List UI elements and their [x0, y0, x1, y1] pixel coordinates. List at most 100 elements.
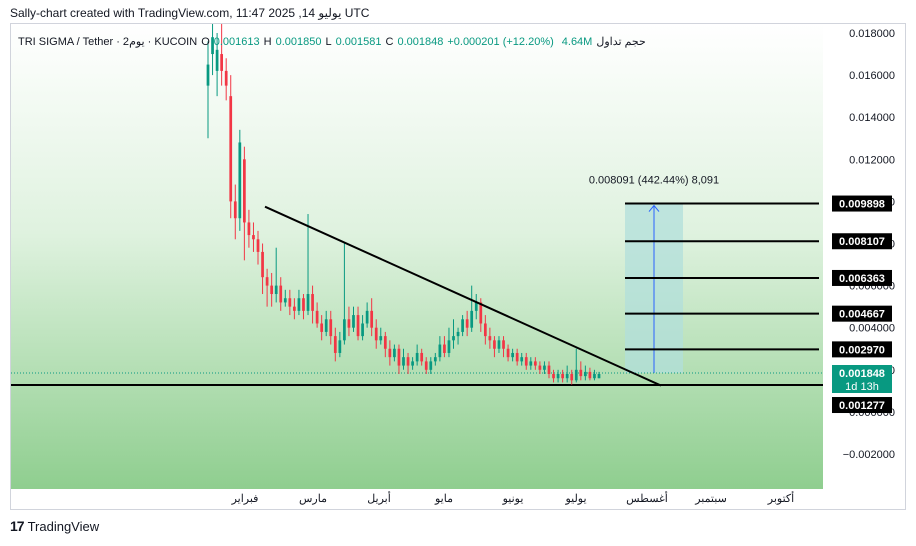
candle-body — [338, 340, 342, 353]
footer: 17 TradingView — [10, 518, 99, 534]
price-level-badge — [832, 233, 892, 250]
x-tick-label: فبراير — [231, 493, 259, 505]
candle-body — [420, 352, 424, 362]
candle-body — [538, 365, 542, 370]
volume-label: حجم تداول — [596, 36, 646, 48]
candle-body — [279, 285, 283, 303]
price-level-label: 0.002970 — [839, 344, 885, 356]
candle-body — [515, 352, 519, 362]
y-tick-label: 0.004000 — [849, 323, 895, 335]
support-badge — [832, 397, 892, 414]
candle-body — [383, 336, 387, 349]
candle-body — [511, 352, 514, 358]
candle-body — [593, 374, 596, 379]
candle-body — [283, 298, 287, 303]
candle-body — [229, 96, 233, 202]
candle-body — [297, 298, 301, 311]
candle-body — [293, 306, 296, 311]
chart-caption: Sally-chart created with TradingView.com… — [10, 6, 370, 20]
candle-body — [597, 374, 601, 379]
candle-body — [215, 49, 219, 71]
candle-body — [579, 369, 583, 377]
candle-body — [402, 357, 405, 366]
high-value: 0.001850 — [275, 35, 322, 48]
projection-label: 0.008091 (442.44%) 8,091 — [589, 175, 719, 187]
x-tick-label: مايو — [434, 493, 453, 505]
candle-body — [388, 348, 392, 358]
candle-body — [415, 352, 419, 362]
x-tick-label: أكتوبر — [767, 491, 794, 505]
candle-body — [447, 340, 451, 353]
candle-body — [302, 298, 305, 311]
candle-body — [352, 315, 355, 328]
x-tick-label: مارس — [299, 493, 327, 505]
symbol-name[interactable]: TRI SIGMA / Tether · 2يوم · KUCOIN — [18, 36, 198, 48]
candlestick-chart[interactable]: 0.0180000.0160000.0140000.0120000.010000… — [11, 24, 906, 510]
x-tick-label: سبتمبر — [694, 493, 727, 505]
candle-body — [488, 336, 492, 341]
candle-body — [443, 344, 446, 353]
volume-value: 4.64M — [561, 35, 593, 48]
chart-background — [11, 24, 823, 489]
candle-body — [438, 344, 442, 358]
candle-body — [406, 357, 410, 366]
x-tick-label: أبريل — [367, 491, 391, 505]
candle-body — [533, 361, 537, 366]
candle-body — [524, 357, 528, 366]
tradingview-logo-icon[interactable]: 17 — [10, 518, 25, 534]
price-level-label: 0.009898 — [839, 199, 885, 211]
candle-body — [556, 374, 560, 379]
candle-body — [252, 235, 255, 240]
candle-body — [588, 371, 592, 379]
candle-body — [561, 374, 564, 379]
price-level-label: 0.008107 — [839, 236, 885, 248]
candle-body — [502, 340, 505, 349]
candle-body — [347, 319, 351, 328]
candle-body — [247, 222, 251, 236]
candle-body — [265, 277, 269, 286]
candle-body — [224, 70, 228, 86]
tradingview-brand[interactable]: TradingView — [27, 518, 100, 534]
candle-body — [379, 336, 383, 341]
candle-body — [315, 310, 319, 324]
candle-body — [574, 369, 578, 381]
y-tick-label: 0.018000 — [849, 28, 895, 40]
open-value: 0.001613 — [213, 35, 260, 48]
candle-body — [479, 302, 483, 324]
trend-line — [264, 205, 662, 387]
candle-body — [220, 54, 224, 71]
candle-body — [274, 285, 278, 295]
candle-body — [547, 365, 551, 375]
candle-body — [356, 315, 360, 337]
candle-body — [570, 374, 574, 381]
x-tick-label: يوليو — [564, 493, 586, 505]
candle-body — [288, 298, 292, 307]
candle-body — [583, 371, 587, 377]
candle-body — [543, 365, 546, 370]
price-level-badge — [832, 305, 892, 322]
candle-body — [343, 319, 346, 341]
x-tick-label: يونيو — [502, 493, 524, 505]
candle-body — [211, 37, 214, 55]
current-price-badge — [832, 364, 892, 393]
countdown-label: 1d 13h — [845, 381, 879, 393]
candle-body — [233, 201, 237, 219]
candle-body — [474, 302, 478, 311]
candle-body — [243, 159, 246, 223]
candle-body — [270, 285, 274, 295]
x-tick-label: أغسطس — [626, 491, 668, 505]
candle-body — [565, 374, 569, 379]
projection-arrow-head-icon — [648, 204, 660, 212]
candle-body — [483, 323, 487, 337]
candle-body — [411, 361, 414, 366]
candle-body — [206, 64, 210, 86]
support-label: 0.001277 — [839, 400, 885, 412]
price-level-badge — [832, 341, 892, 358]
candle-body — [552, 374, 555, 379]
low-label: L — [325, 35, 332, 48]
chart-frame[interactable]: 0.0180000.0160000.0140000.0120000.010000… — [10, 23, 906, 510]
candle-body — [529, 361, 533, 366]
candle-body — [424, 361, 428, 370]
candle-body — [374, 327, 378, 341]
candle-body — [238, 142, 242, 219]
